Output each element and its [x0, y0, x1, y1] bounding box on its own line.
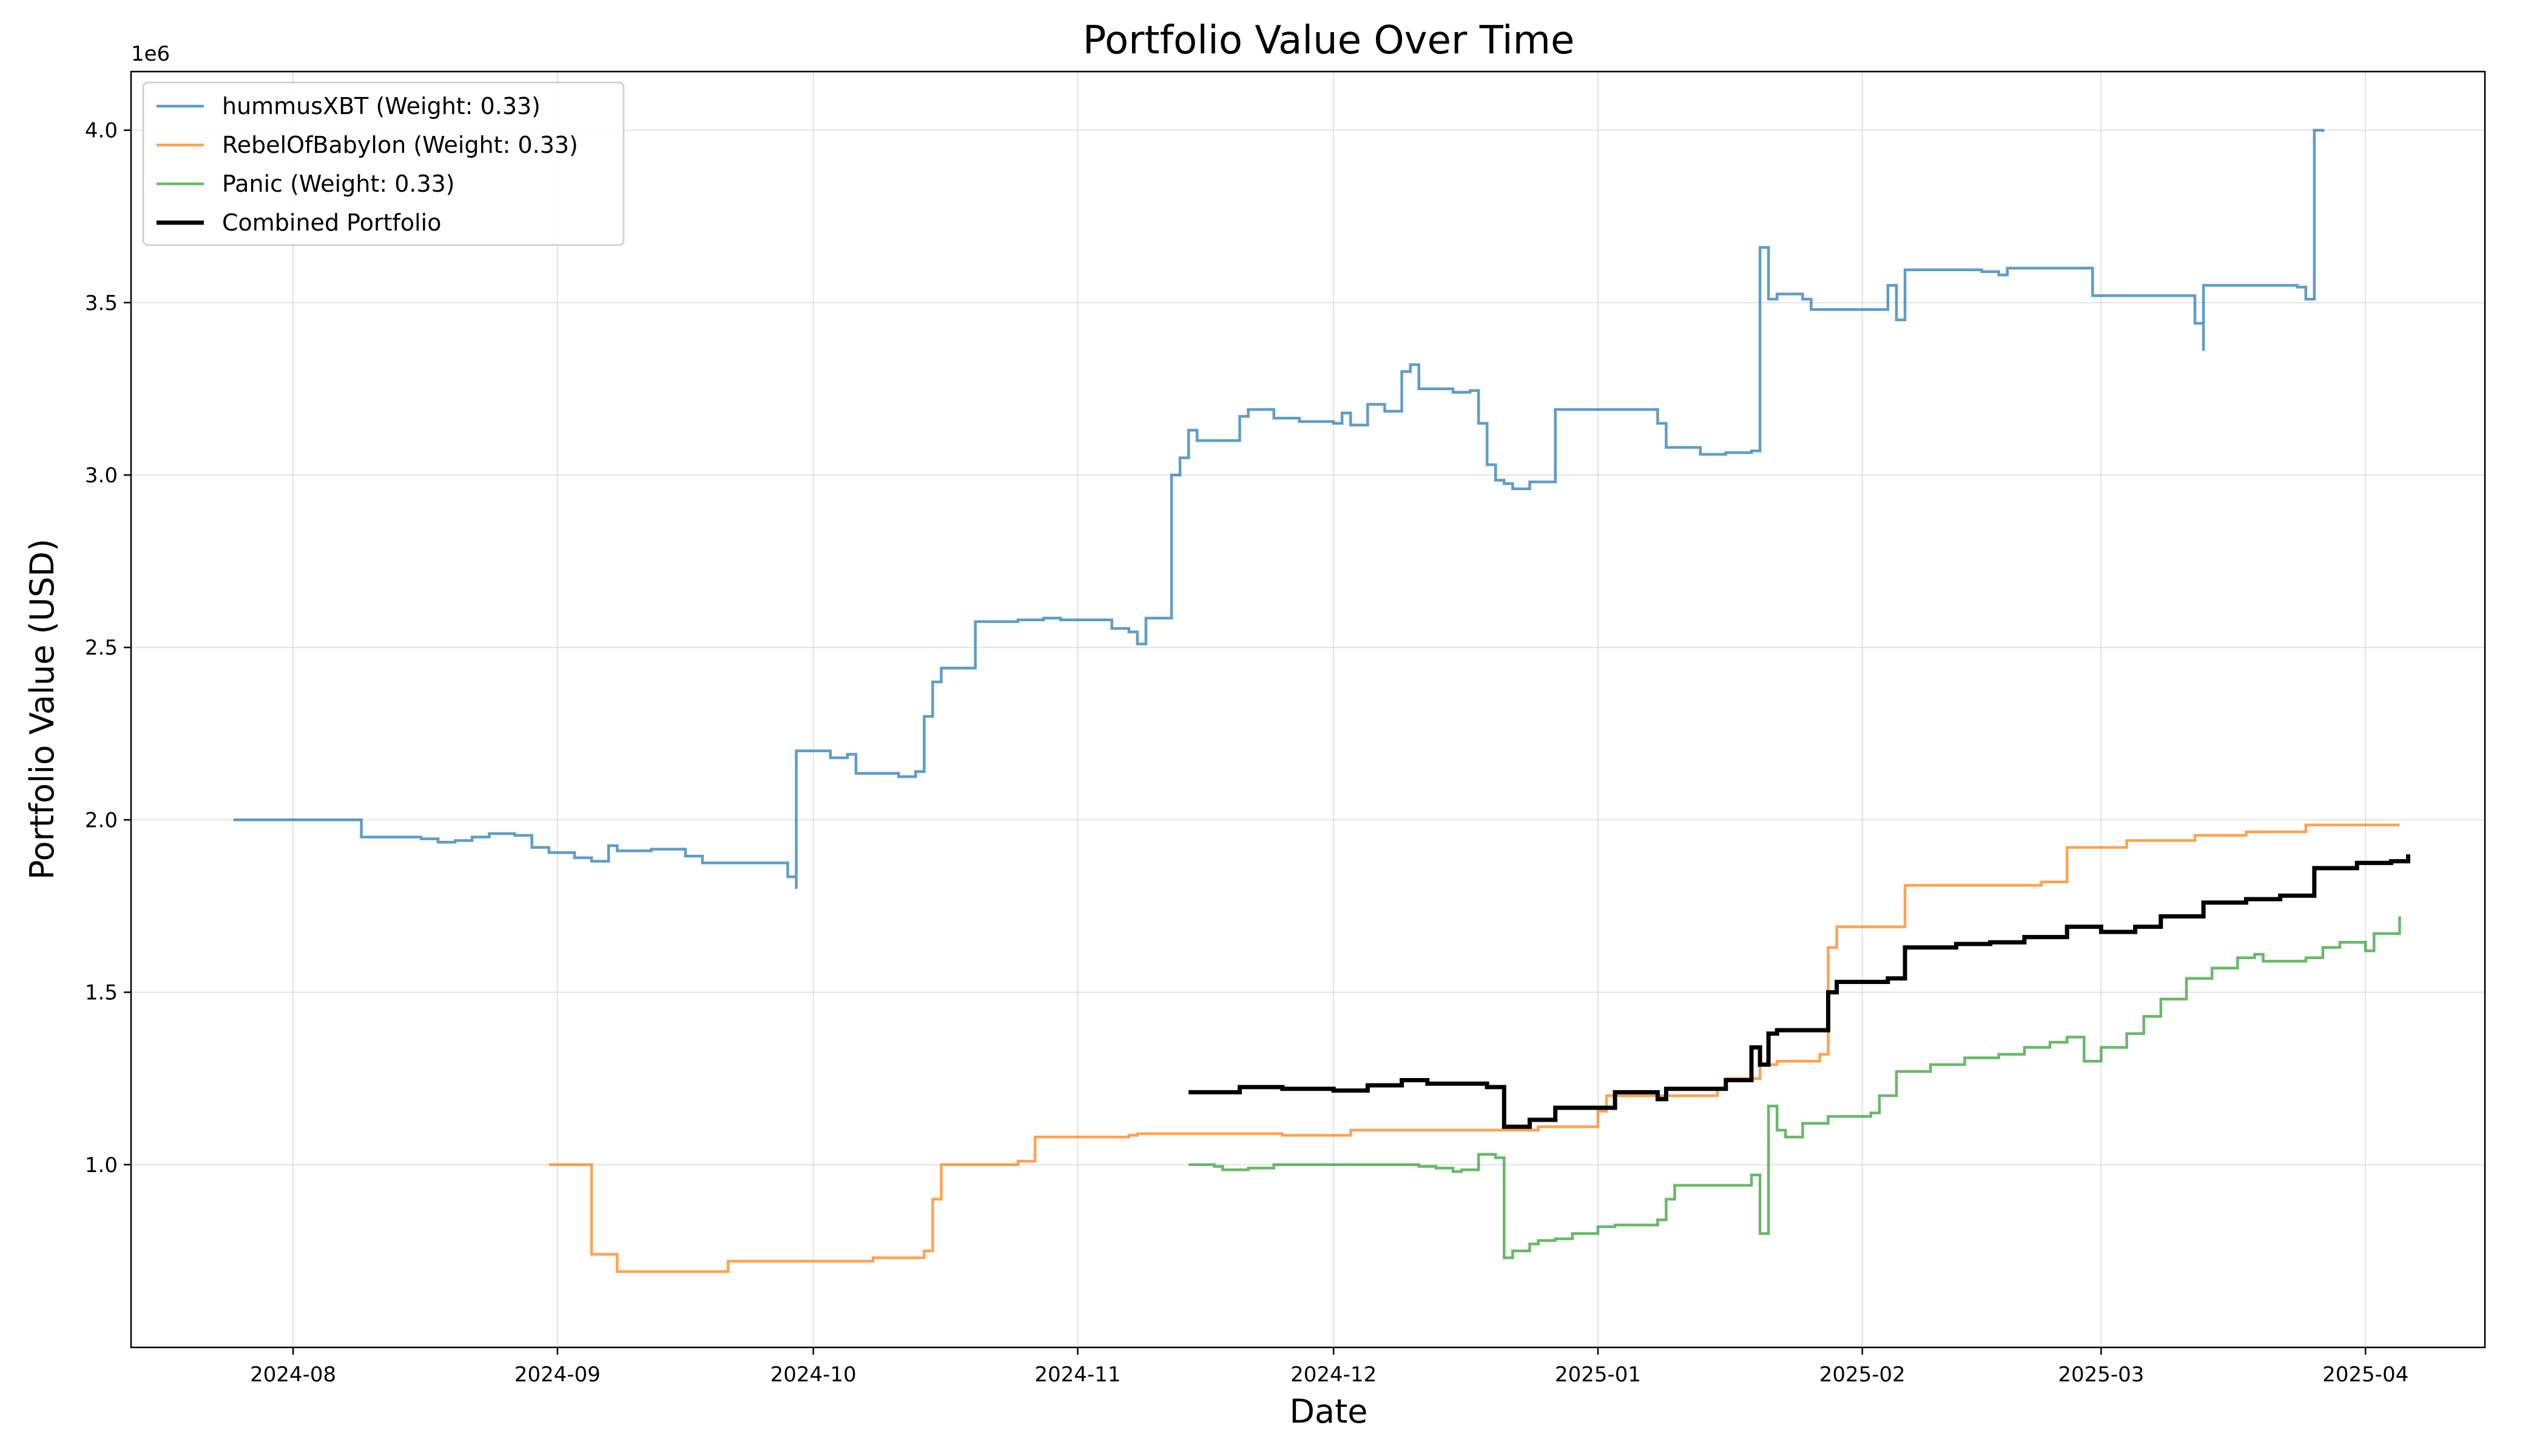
y-offset-label: 1e6 [131, 42, 170, 66]
series-line-3 [1188, 854, 2410, 1129]
legend-label-3: Combined Portfolio [222, 209, 441, 236]
x-tick-label: 2025-01 [1555, 1363, 1641, 1387]
x-axis-label: Date [1289, 1392, 1367, 1431]
x-tick-label: 2025-02 [1819, 1363, 1906, 1387]
y-tick-label: 2.5 [85, 636, 118, 660]
y-tick-label: 4.0 [85, 119, 118, 143]
x-tick-label: 2024-08 [250, 1363, 336, 1387]
x-tick-label: 2025-04 [2322, 1363, 2408, 1387]
series-line-1 [548, 823, 2400, 1273]
x-tick-label: 2024-10 [770, 1363, 857, 1387]
y-tick-label: 3.5 [85, 291, 118, 315]
legend-box [142, 81, 625, 246]
x-tick-label: 2025-03 [2058, 1363, 2144, 1387]
y-tick-label: 3.0 [85, 463, 118, 488]
x-tick-label: 2024-11 [1034, 1363, 1121, 1387]
series-line-0 [233, 129, 2325, 889]
y-tick-label: 2.0 [85, 808, 118, 832]
legend: hummusXBT (Weight: 0.33) RebelOfBabylon (… [142, 81, 625, 246]
legend-label-0: hummusXBT (Weight: 0.33) [222, 93, 541, 120]
y-axis-label: Portfolio Value (USD) [23, 539, 61, 880]
series-lines [233, 129, 2410, 1273]
x-tick-label: 2024-12 [1290, 1363, 1377, 1387]
plot-frame [130, 70, 2486, 1349]
y-tick-label: 1.0 [85, 1153, 118, 1178]
chart-title: Portfolio Value Over Time [1083, 18, 1575, 63]
series-line-2 [1188, 916, 2401, 1259]
axis-ticks: 2024-08 2024-09 2024-10 2024-11 2024-12 2025-… [85, 119, 2408, 1387]
legend-label-1: RebelOfBabylon (Weight: 0.33) [222, 132, 578, 158]
x-tick-label: 2024-09 [514, 1363, 601, 1387]
legend-label-2: Panic (Weight: 0.33) [222, 170, 455, 197]
y-tick-label: 1.5 [85, 981, 118, 1005]
